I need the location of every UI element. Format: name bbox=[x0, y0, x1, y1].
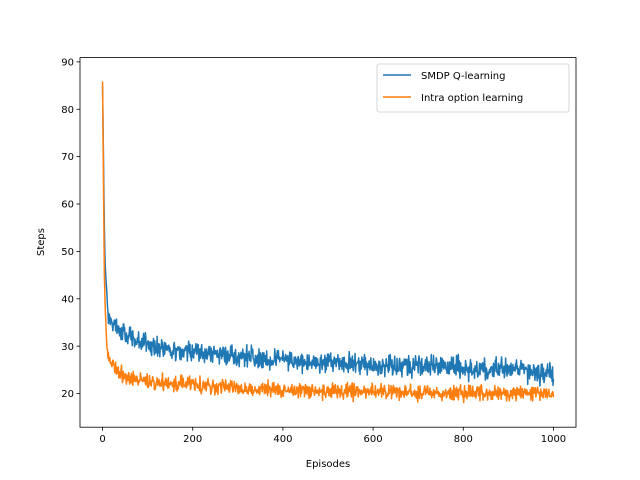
legend-box bbox=[376, 63, 570, 113]
x-tick-label: 1000 bbox=[541, 434, 566, 445]
x-axis-ticks: 0 200 400 600 800 1000 bbox=[99, 427, 566, 445]
x-tick-label: 0 bbox=[99, 434, 105, 445]
y-tick-label: 60 bbox=[61, 200, 74, 211]
series-layer bbox=[101, 81, 555, 404]
y-tick-label: 70 bbox=[61, 152, 74, 163]
y-tick-label: 30 bbox=[61, 342, 74, 353]
legend-label-smdp: SMDP Q-learning bbox=[421, 71, 505, 82]
x-tick-label: 400 bbox=[273, 434, 292, 445]
x-tick-label: 800 bbox=[454, 434, 473, 445]
intra-option-learning-line bbox=[101, 81, 555, 404]
y-tick-label: 40 bbox=[61, 294, 74, 305]
legend-label-intra-option: Intra option learning bbox=[421, 93, 523, 104]
x-tick-label: 600 bbox=[364, 434, 383, 445]
y-axis-label: Steps bbox=[36, 228, 47, 256]
smdp-q-learning-line bbox=[101, 85, 555, 387]
y-tick-label: 90 bbox=[61, 57, 74, 68]
y-tick-label: 80 bbox=[61, 105, 74, 116]
y-tick-label: 20 bbox=[61, 389, 74, 400]
x-tick-label: 200 bbox=[183, 434, 202, 445]
plot-frame bbox=[79, 57, 577, 428]
y-tick-label: 50 bbox=[61, 247, 74, 258]
y-axis-ticks: 20 30 40 50 60 70 80 90 bbox=[61, 57, 80, 400]
x-axis-label: Episodes bbox=[306, 459, 350, 470]
legend: SMDP Q-learning Intra option learning bbox=[376, 63, 570, 113]
